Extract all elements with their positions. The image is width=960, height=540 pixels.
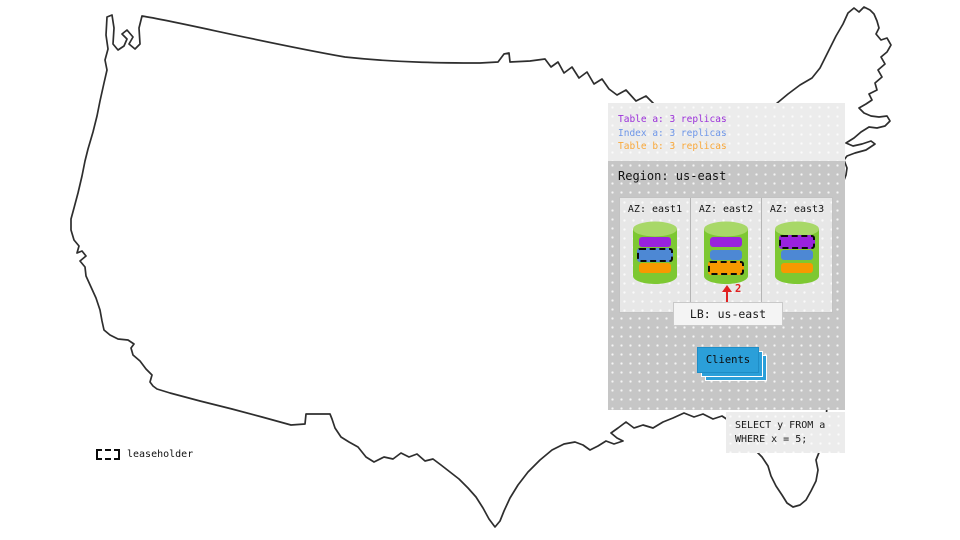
clients-stack: Clients <box>697 347 767 381</box>
az-east3: AZ: east3 <box>761 198 832 312</box>
query-step-arrow-line <box>726 291 728 303</box>
replica-bar-table-b <box>781 263 813 273</box>
sql-line-2: WHERE x = 5; <box>735 434 808 445</box>
legend-table-b: Table b: 3 replicas <box>618 141 727 152</box>
query-step-arrow-icon <box>722 285 732 292</box>
leaseholder-key: leaseholder <box>96 449 193 460</box>
legend-index-a: Index a: 3 replicas <box>618 127 727 139</box>
replica-bar-index-a <box>710 250 742 260</box>
database-cylinder-east3 <box>774 221 820 285</box>
az-east1-label: AZ: east1 <box>627 204 683 215</box>
region-panel: Region: us-east AZ: east1 AZ: east2 <box>608 161 845 410</box>
replica-bar-table-a <box>710 237 742 247</box>
query-step-number: 2 <box>735 283 742 295</box>
sql-line-1: SELECT y FROM a <box>735 420 826 431</box>
replica-bar-table-b <box>639 263 671 273</box>
replica-bar-table-a <box>639 237 671 247</box>
replica-bar-index-a <box>781 250 813 260</box>
legend-table-a: Table a: 3 replicas <box>618 114 727 125</box>
replica-bar-table-b-leaseholder <box>708 261 744 275</box>
database-cylinder-east1 <box>632 221 678 285</box>
az-container: AZ: east1 AZ: east2 <box>619 197 833 313</box>
az-east2: AZ: east2 <box>690 198 761 312</box>
leaseholder-key-label: leaseholder <box>127 449 194 460</box>
replica-bar-index-a-leaseholder <box>637 248 673 262</box>
replica-bar-table-a-leaseholder <box>779 235 815 249</box>
region-title: Region: us-east <box>618 169 727 183</box>
az-east2-label: AZ: east2 <box>698 204 754 215</box>
sql-query-box: SELECT y FROM a WHERE x = 5; <box>726 412 845 453</box>
leaseholder-dashed-box-icon <box>96 449 120 460</box>
load-balancer-box: LB: us-east <box>673 302 783 326</box>
az-east3-label: AZ: east3 <box>769 204 825 215</box>
az-east1: AZ: east1 <box>620 198 690 312</box>
replica-legend-panel: Table a: 3 replicas Index a: 3 replicas … <box>608 103 845 161</box>
clients-box: Clients <box>697 347 759 373</box>
database-cylinder-east2 <box>703 221 749 285</box>
